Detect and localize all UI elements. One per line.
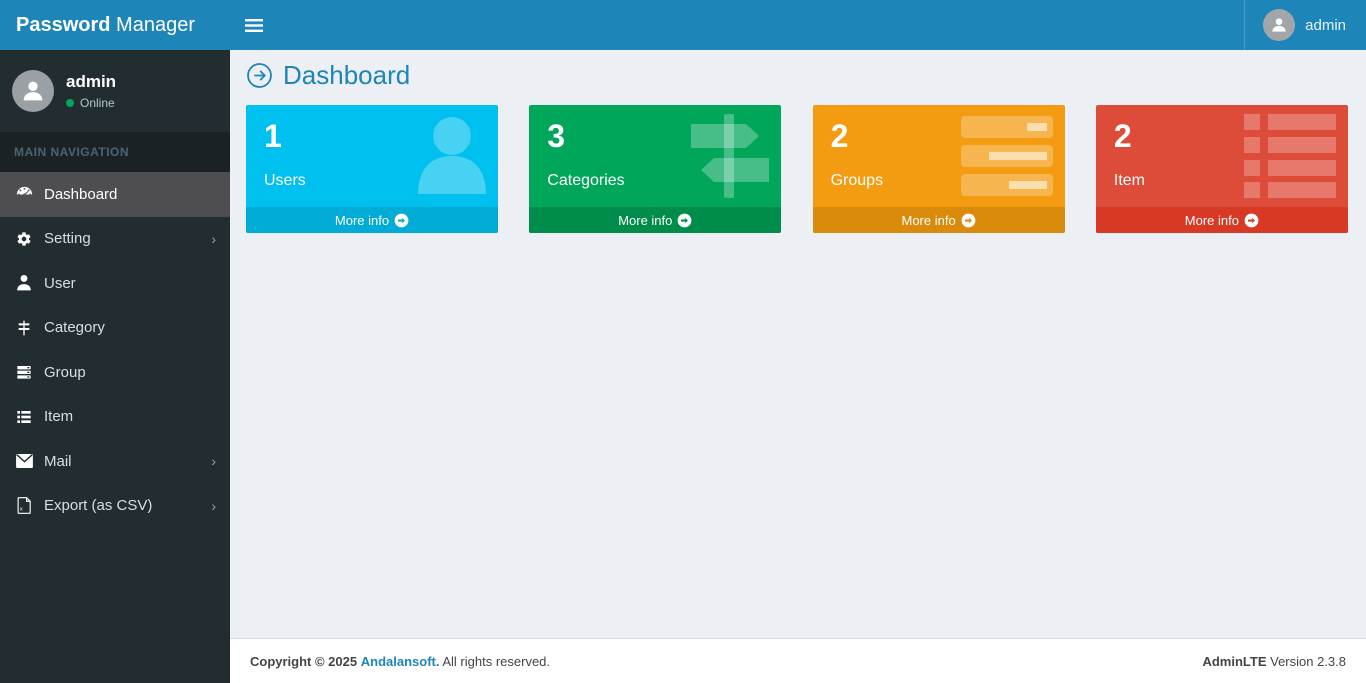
- svg-text:x: x: [19, 507, 22, 513]
